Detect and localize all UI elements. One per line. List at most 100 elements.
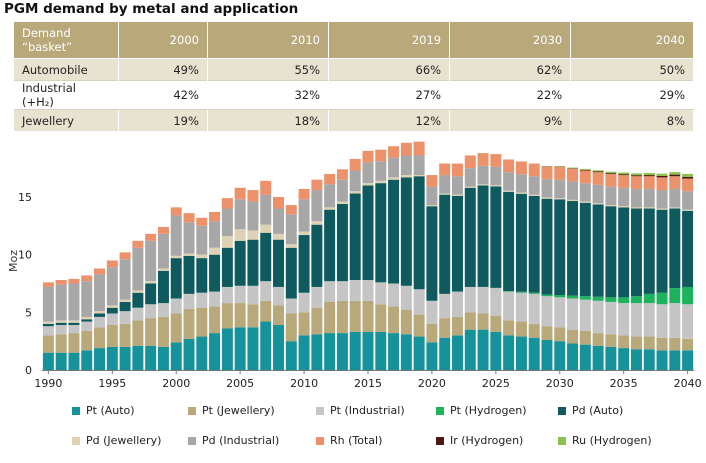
bar-segment	[579, 183, 591, 202]
bar-segment	[413, 176, 425, 290]
bar-segment	[362, 300, 374, 332]
bar-segment	[362, 185, 374, 281]
bar-segment	[234, 327, 246, 370]
bar-segment	[157, 303, 169, 317]
bar-segment	[336, 169, 348, 180]
bar-segment	[413, 289, 425, 315]
bar-segment	[298, 231, 310, 236]
bar-segment	[669, 172, 681, 175]
bar-segment	[426, 342, 438, 370]
bar-segment	[42, 326, 54, 336]
bar-segment	[145, 345, 157, 370]
table-cell: 55%	[207, 58, 330, 81]
bar-segment	[336, 201, 348, 204]
bar-segment	[477, 313, 489, 330]
bar-segment	[247, 201, 259, 231]
bar-segment	[247, 230, 259, 240]
bar-segment	[388, 157, 400, 178]
bar-segment	[324, 184, 336, 208]
legend-item: Pt (Hydrogen)	[436, 404, 527, 417]
bar-segment	[528, 292, 540, 294]
bar-segment	[362, 280, 374, 301]
chart-title: PGM demand by metal and application	[4, 1, 299, 17]
bar-segment	[656, 209, 668, 293]
table-cell: 42%	[118, 80, 208, 110]
legend-item: Pt (Jewellery)	[188, 404, 275, 417]
bar-segment	[55, 320, 67, 323]
bar-segment	[503, 159, 515, 173]
bar-segment	[400, 310, 412, 335]
bar-segment	[119, 299, 131, 302]
bar-segment	[81, 316, 93, 320]
bar-segment	[630, 173, 642, 176]
bar-segment	[375, 282, 387, 305]
bar-segment	[311, 190, 323, 222]
x-tick-label: 2035	[610, 377, 638, 390]
legend-label: Pd (Industrial)	[202, 434, 280, 447]
legend-swatch	[316, 436, 324, 445]
x-tick-label: 2040	[674, 377, 702, 390]
bar-segment	[643, 172, 655, 176]
bar-segment	[234, 285, 246, 304]
bar-segment	[221, 328, 233, 370]
bar-segment	[400, 142, 412, 156]
bar-segment	[336, 281, 348, 301]
bar-segment	[94, 327, 106, 349]
bar-segment	[426, 205, 438, 207]
bar-segment	[183, 338, 195, 370]
bar-segment	[656, 190, 668, 209]
bar-segment	[349, 158, 361, 171]
table-cell: 8%	[570, 109, 694, 131]
stacked-bar-chart: Moz 0 5 10 15 1990 1995 2000 2005 2010 2015 2020 202…	[7, 141, 702, 390]
bar-segment	[349, 280, 361, 301]
bar-segment	[132, 292, 144, 308]
bar-segment	[630, 176, 642, 189]
bar-segment	[196, 258, 208, 293]
x-tick-label: 2000	[162, 377, 190, 390]
bar-segment	[311, 179, 323, 191]
bar-segment	[375, 183, 387, 283]
bar-segment	[682, 350, 694, 370]
bar-segment	[656, 304, 668, 338]
table-header-cell: 2019	[328, 22, 451, 59]
bar-segment	[234, 187, 246, 200]
bar-segment	[336, 300, 348, 334]
bar-segment	[515, 336, 527, 370]
bar-segment	[81, 350, 93, 370]
bar-segment	[183, 308, 195, 339]
bar-segment	[669, 176, 681, 189]
bar-segment	[362, 183, 374, 186]
bar-segment	[630, 303, 642, 337]
bar-segment	[554, 166, 566, 180]
bar-segment	[145, 283, 157, 305]
bar-segment	[656, 175, 668, 178]
bar-segment	[273, 239, 284, 287]
legend-swatch	[316, 406, 324, 415]
legend-item: Ir (Hydrogen)	[436, 434, 523, 447]
bar-segment	[618, 335, 630, 349]
x-tick-label: 2010	[290, 377, 318, 390]
bar-segment	[528, 323, 540, 338]
legend-swatch	[558, 436, 566, 445]
bar-segment	[503, 190, 515, 192]
bar-segment	[605, 205, 617, 207]
bar-segment	[273, 196, 284, 209]
bar-segment	[260, 194, 272, 225]
table-cell: 32%	[207, 80, 330, 110]
bar-segment	[669, 207, 681, 209]
bar-segment	[209, 333, 221, 370]
bar-segment	[656, 350, 668, 370]
bar-segment	[94, 268, 106, 275]
bar-segment	[170, 207, 182, 216]
bar-segment	[349, 170, 361, 192]
bar-segment	[157, 233, 169, 269]
bar-segment	[157, 226, 169, 234]
bar-segment	[81, 275, 93, 282]
bar-segment	[362, 162, 374, 184]
bar-segment	[541, 197, 553, 199]
bar-segment	[106, 260, 118, 268]
bar-segment	[503, 172, 515, 191]
bar-segment	[157, 270, 169, 304]
legend-label: Pd (Jewellery)	[86, 434, 162, 447]
bar-segment	[388, 179, 400, 284]
